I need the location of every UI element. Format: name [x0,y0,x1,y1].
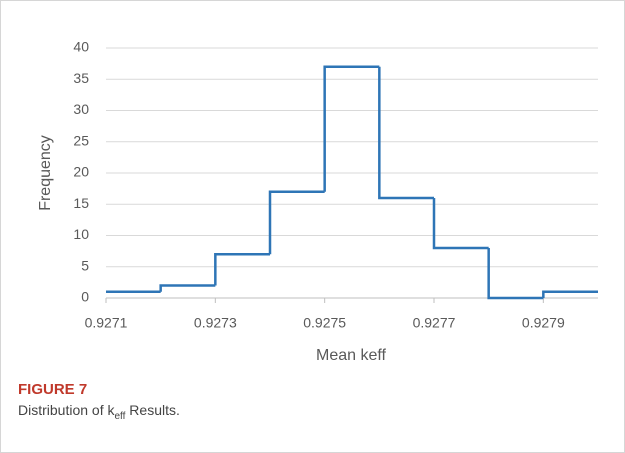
y-tick-label: 10 [73,226,89,242]
histogram-step [378,66,434,200]
chart: Mean keff Frequency 0 5 10 15 20 25 30 35 40 0.92… [37,39,598,364]
x-tick-label: 0.9273 [194,315,237,331]
caption-part: Results. [125,402,180,418]
y-tick-label: 35 [73,70,89,86]
caption-text: Distribution of keff Results. [18,402,180,422]
histogram-step [487,248,544,300]
caption-part: Distribution of k [18,402,115,418]
y-axis-title: Frequency [37,135,54,211]
x-tick-label: 0.9279 [522,315,565,331]
caption-label: FIGURE 7 [18,381,88,398]
x-tick-label: 0.9271 [85,315,128,331]
y-tick-label: 25 [73,132,89,148]
histogram-step [214,253,270,286]
histogram-step [432,198,489,250]
x-tick-label: 0.9275 [303,315,346,331]
y-tick-label: 20 [73,164,89,180]
caption: FIGURE 7 Distribution of keff Results. [18,381,180,422]
y-tick-label: 30 [73,101,89,117]
y-tick-label: 0 [81,289,89,305]
histogram-step [542,290,598,298]
y-tick-label: 15 [73,195,89,211]
y-tick-label: 40 [73,39,89,55]
x-axis-title: Mean keff [316,347,387,361]
histogram-step [268,190,325,255]
x-tick-label: 0.9277 [413,315,456,331]
caption-subscript: eff [114,410,126,422]
y-tick-label: 5 [81,257,89,273]
histogram-step [159,284,216,292]
histogram-step [323,65,380,192]
